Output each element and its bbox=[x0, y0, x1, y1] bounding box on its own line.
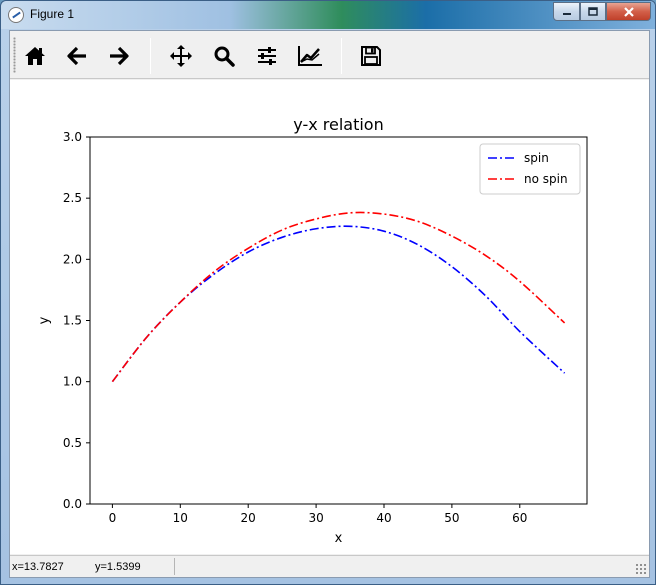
close-icon bbox=[623, 6, 634, 17]
x-tick-label: 60 bbox=[512, 511, 527, 525]
legend-box bbox=[479, 143, 581, 195]
series-line-no-spin bbox=[111, 211, 566, 383]
magnifier-icon bbox=[214, 46, 235, 67]
status-separator bbox=[174, 558, 175, 575]
floppy-disk-icon bbox=[361, 46, 381, 66]
figure-canvas[interactable]: 0 10 20 30 40 50 60 0.0 0.5 1.0 1.5 2.0 2.5 3.0 y-x r… bbox=[10, 80, 649, 554]
data-series bbox=[111, 211, 566, 383]
cursor-x-readout: x=13.7827 bbox=[12, 561, 64, 573]
configure-subplots-button[interactable] bbox=[250, 39, 284, 73]
axes-box bbox=[89, 136, 588, 505]
x-tick-label: 10 bbox=[173, 511, 188, 525]
home-icon bbox=[25, 47, 45, 65]
toolbar-separator bbox=[150, 38, 151, 74]
x-tick-label: 50 bbox=[444, 511, 459, 525]
plot-area[interactable]: 0 10 20 30 40 50 60 0.0 0.5 1.0 1.5 2.0 2.5 3.0 y-x r… bbox=[10, 80, 649, 554]
y-axis-label: y bbox=[37, 316, 52, 324]
zoom-button[interactable] bbox=[207, 39, 241, 73]
sliders-icon bbox=[258, 47, 276, 65]
move-icon bbox=[170, 45, 192, 67]
title-bar[interactable]: Figure 1 bbox=[1, 1, 655, 29]
x-axis-label: x bbox=[335, 531, 343, 546]
chart-title: y-x relation bbox=[293, 115, 383, 134]
maximize-icon bbox=[588, 6, 598, 16]
pan-button[interactable] bbox=[164, 39, 198, 73]
y-tick-label: 0.0 bbox=[63, 497, 82, 511]
legend-label: no spin bbox=[524, 172, 568, 186]
minimize-icon bbox=[562, 12, 571, 15]
maximize-button[interactable] bbox=[580, 2, 606, 21]
close-button[interactable] bbox=[606, 2, 651, 21]
back-button[interactable] bbox=[60, 39, 94, 73]
cursor-y-readout: y=1.5399 bbox=[95, 561, 141, 573]
legend: spin no spin bbox=[479, 143, 581, 195]
y-tick-label: 1.5 bbox=[63, 314, 82, 328]
y-tick-label: 3.0 bbox=[63, 130, 82, 144]
window-controls bbox=[553, 2, 651, 22]
y-tick-label: 2.5 bbox=[63, 191, 82, 205]
legend-label: spin bbox=[524, 151, 549, 165]
arrow-left-icon bbox=[67, 46, 86, 66]
toolbar-separator bbox=[341, 38, 342, 74]
y-tick-label: 0.5 bbox=[63, 436, 82, 450]
save-button[interactable] bbox=[354, 39, 388, 73]
toolbar-grip bbox=[13, 37, 16, 73]
arrow-right-icon bbox=[110, 46, 129, 66]
x-tick-label: 20 bbox=[241, 511, 256, 525]
minimize-button[interactable] bbox=[553, 2, 580, 21]
axis-ticks: 0 10 20 30 40 50 60 0.0 0.5 1.0 1.5 2.0 2.5 3.0 bbox=[63, 130, 528, 525]
line-chart-icon bbox=[298, 46, 322, 66]
home-button[interactable] bbox=[18, 39, 52, 73]
x-tick-label: 40 bbox=[376, 511, 391, 525]
y-tick-label: 1.0 bbox=[63, 375, 82, 389]
x-tick-label: 30 bbox=[308, 511, 323, 525]
y-tick-label: 2.0 bbox=[63, 252, 82, 266]
app-icon bbox=[8, 7, 24, 23]
resize-grip[interactable] bbox=[635, 563, 647, 575]
client-area: 0 10 20 30 40 50 60 0.0 0.5 1.0 1.5 2.0 2.5 3.0 y-x r… bbox=[9, 30, 650, 578]
window-title: Figure 1 bbox=[30, 7, 75, 21]
axes-frame bbox=[89, 136, 588, 505]
edit-axes-button[interactable] bbox=[293, 39, 327, 73]
status-bar: x=13.7827 y=1.5399 bbox=[10, 555, 649, 577]
x-tick-label: 0 bbox=[109, 511, 117, 525]
navigation-toolbar bbox=[10, 31, 649, 79]
forward-button[interactable] bbox=[102, 39, 136, 73]
